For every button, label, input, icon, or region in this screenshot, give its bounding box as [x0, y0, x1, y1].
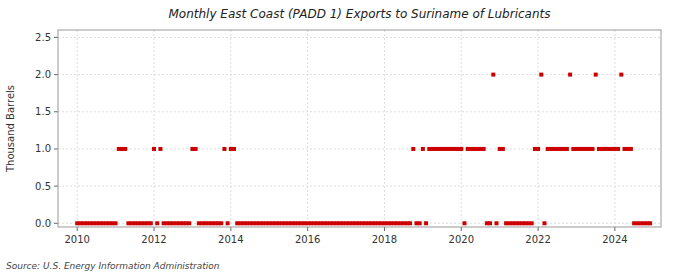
- point: [530, 221, 534, 225]
- axes: 0.0 0.5 1.0 1.5 2.0 2.5 2010 2012 2014 2016 2018 20…: [35, 30, 661, 245]
- point: [565, 147, 569, 151]
- x-tick-label: 2024: [602, 234, 627, 245]
- y-tick-label: 2.5: [35, 32, 51, 43]
- point: [219, 221, 223, 225]
- x-tick: [538, 227, 539, 231]
- point: [501, 147, 505, 151]
- point: [114, 221, 118, 225]
- x-grid-line: [307, 30, 308, 227]
- x-grid-line: [77, 30, 78, 227]
- plot-background: [58, 30, 661, 227]
- y-axis-label: Thousand Barrels: [5, 85, 16, 173]
- point: [491, 73, 495, 77]
- point: [123, 147, 127, 151]
- x-tick-label: 2018: [372, 234, 397, 245]
- x-grid-line: [538, 30, 539, 227]
- y-tick: [54, 223, 58, 224]
- point: [194, 147, 198, 151]
- x-grid-line: [230, 30, 231, 227]
- point: [482, 147, 486, 151]
- plot-frame: [58, 30, 661, 227]
- x-tick: [614, 227, 615, 231]
- point: [488, 221, 492, 225]
- y-tick-label: 0.0: [35, 218, 51, 229]
- x-grid-line: [154, 30, 155, 227]
- point: [539, 73, 543, 77]
- y-grid-line: [58, 186, 661, 187]
- x-tick: [154, 227, 155, 231]
- point: [591, 147, 595, 151]
- point: [421, 147, 425, 151]
- x-grid-line: [614, 30, 615, 227]
- point: [187, 221, 191, 225]
- y-tick: [54, 74, 58, 75]
- point: [494, 221, 498, 225]
- point: [424, 221, 428, 225]
- y-tick-label: 2.0: [35, 69, 51, 80]
- x-grid-line: [384, 30, 385, 227]
- y-grid-line: [58, 37, 661, 38]
- x-tick-label: 2010: [64, 234, 89, 245]
- y-tick: [54, 111, 58, 112]
- point: [616, 147, 620, 151]
- point: [568, 73, 572, 77]
- point: [594, 73, 598, 77]
- x-tick-label: 2012: [141, 234, 166, 245]
- point: [152, 147, 156, 151]
- point: [158, 147, 162, 151]
- title: Monthly East Coast (PADD 1) Exports to S…: [169, 7, 551, 21]
- point: [619, 73, 623, 77]
- x-grid-line: [461, 30, 462, 227]
- x-tick: [230, 227, 231, 231]
- point: [408, 221, 412, 225]
- y-tick-label: 0.5: [35, 181, 51, 192]
- point: [648, 221, 652, 225]
- y-tick: [54, 148, 58, 149]
- x-tick: [384, 227, 385, 231]
- point: [232, 147, 236, 151]
- x-tick: [307, 227, 308, 231]
- point: [226, 221, 230, 225]
- y-tick-label: 1.5: [35, 106, 51, 117]
- y-tick: [54, 37, 58, 38]
- y-tick: [54, 186, 58, 187]
- x-tick: [461, 227, 462, 231]
- y-grid-line: [58, 148, 661, 149]
- x-tick-label: 2014: [218, 234, 243, 245]
- point: [149, 221, 153, 225]
- points: [75, 73, 652, 226]
- point: [155, 221, 159, 225]
- x-tick-label: 2020: [449, 234, 474, 245]
- grid: [58, 30, 661, 227]
- point: [542, 221, 546, 225]
- point: [222, 147, 226, 151]
- source-note: Source: U.S. Energy Information Administ…: [6, 261, 220, 271]
- x-tick-label: 2022: [525, 234, 550, 245]
- chart-svg: 0.0 0.5 1.0 1.5 2.0 2.5 2010 2012 2014 2016 2018 20…: [0, 0, 675, 275]
- x-tick-label: 2016: [295, 234, 320, 245]
- y-tick-label: 1.0: [35, 143, 51, 154]
- chart-container: 0.0 0.5 1.0 1.5 2.0 2.5 2010 2012 2014 2016 2018 20…: [0, 0, 675, 275]
- point: [411, 147, 415, 151]
- point: [459, 147, 463, 151]
- point: [462, 221, 466, 225]
- point: [418, 221, 422, 225]
- y-grid-line: [58, 111, 661, 112]
- point: [629, 147, 633, 151]
- x-tick: [77, 227, 78, 231]
- point: [536, 147, 540, 151]
